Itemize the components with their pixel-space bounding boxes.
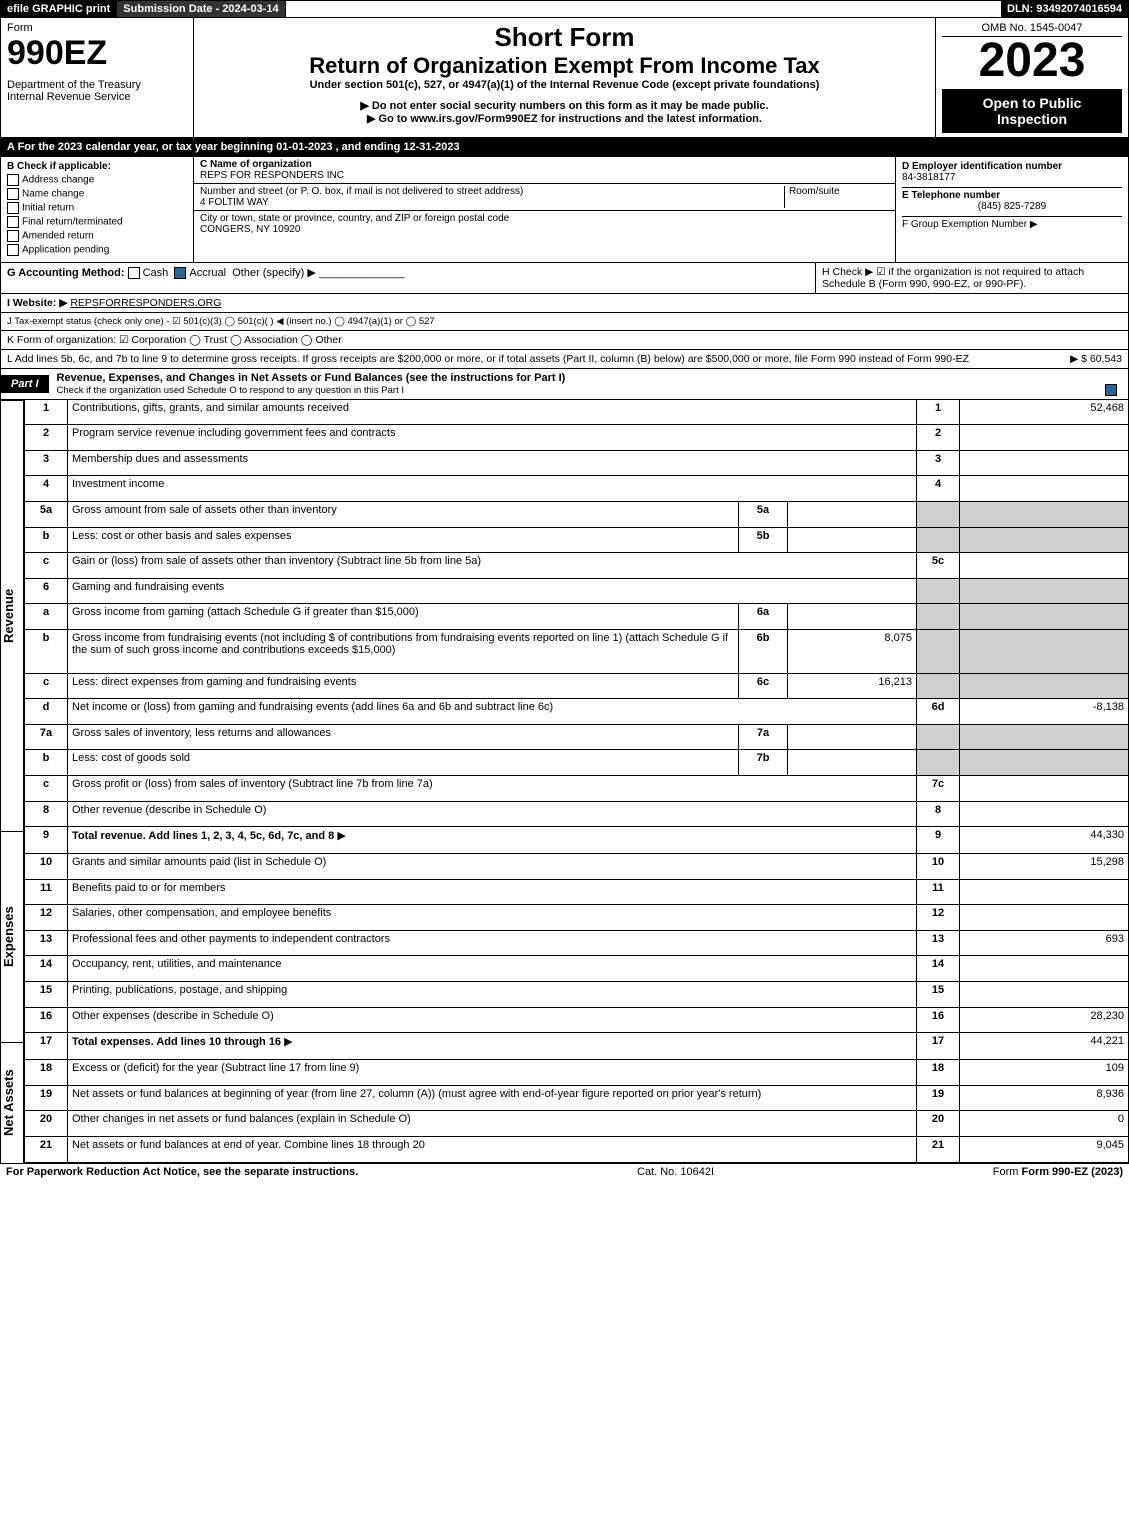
i-label: I Website: ▶ [7,297,67,309]
c-label: C Name of organization [200,159,312,170]
other-method: Other (specify) ▶ [232,267,316,279]
section-b-block: B Check if applicable: Address change Na… [0,157,1129,263]
k-row: K Form of organization: ☑ Corporation ◯ … [0,331,1129,350]
j-row: J Tax-exempt status (check only one) - ☑… [0,313,1129,331]
street-label: Number and street (or P. O. box, if mail… [200,186,523,197]
line-9: 9Total revenue. Add lines 1, 2, 3, 4, 5c… [25,827,1129,854]
line-1: 1Contributions, gifts, grants, and simil… [25,400,1129,425]
check-address-change[interactable]: Address change [7,174,187,186]
part1-label: Part I [1,375,49,393]
lines-container: Revenue Expenses Net Assets 1Contributio… [0,400,1129,1163]
check-amended[interactable]: Amended return [7,230,187,242]
line-4: 4Investment income4 [25,476,1129,502]
submission-date: Submission Date - 2024-03-14 [117,1,285,17]
revenue-sidelabel: Revenue [0,400,24,831]
street-value: 4 FOLTIM WAY [200,197,269,208]
dept-treasury: Department of the Treasury [7,79,187,91]
line-5c: cGain or (loss) from sale of assets othe… [25,553,1129,579]
line-5b: bLess: cost or other basis and sales exp… [25,527,1129,553]
part1-header: Part I Revenue, Expenses, and Changes in… [0,369,1129,400]
efile-print[interactable]: efile GRAPHIC print [1,1,117,17]
top-bar: efile GRAPHIC print Submission Date - 20… [0,0,1129,18]
footer-right: Form Form 990-EZ (2023) [993,1166,1123,1178]
line-7a: 7aGross sales of inventory, less returns… [25,724,1129,750]
line-6d: dNet income or (loss) from gaming and fu… [25,699,1129,725]
schedule-o-check[interactable] [1105,384,1117,396]
expenses-sidelabel: Expenses [0,831,24,1042]
line-20: 20Other changes in net assets or fund ba… [25,1111,1129,1137]
form-number: 990EZ [7,34,187,73]
org-name: REPS FOR RESPONDERS INC [200,170,344,181]
return-title: Return of Organization Exempt From Incom… [200,53,929,79]
form-header: Form 990EZ Department of the Treasury In… [0,18,1129,138]
netassets-sidelabel: Net Assets [0,1042,24,1163]
part1-check-note: Check if the organization used Schedule … [57,385,405,396]
tax-year: 2023 [942,37,1122,85]
line-14: 14Occupancy, rent, utilities, and mainte… [25,956,1129,982]
line-13: 13Professional fees and other payments t… [25,930,1129,956]
line-8: 8Other revenue (describe in Schedule O)8 [25,801,1129,827]
line-6: 6Gaming and fundraising events [25,578,1129,604]
line-21: 21Net assets or fund balances at end of … [25,1137,1129,1163]
footer-mid: Cat. No. 10642I [637,1166,714,1178]
footer-left: For Paperwork Reduction Act Notice, see … [6,1166,358,1178]
line-18: 18Excess or (deficit) for the year (Subt… [25,1060,1129,1086]
line-6c: cLess: direct expenses from gaming and f… [25,673,1129,699]
line-7c: cGross profit or (loss) from sales of in… [25,775,1129,801]
line-5a: 5aGross amount from sale of assets other… [25,502,1129,528]
line-12: 12Salaries, other compensation, and empl… [25,905,1129,931]
line-17: 17Total expenses. Add lines 10 through 1… [25,1033,1129,1060]
room-suite-label: Room/suite [784,186,889,208]
line-15: 15Printing, publications, postage, and s… [25,982,1129,1008]
accrual-checkbox[interactable] [174,267,186,279]
open-to-public: Open to Public Inspection [942,89,1122,133]
lines-table: 1Contributions, gifts, grants, and simil… [24,400,1129,1163]
website-link[interactable]: REPSFORRESPONDERS.ORG [70,297,221,309]
gh-row: G Accounting Method: Cash Accrual Other … [0,263,1129,294]
e-label: E Telephone number [902,187,1122,201]
part1-title: Revenue, Expenses, and Changes in Net As… [57,372,566,384]
check-pending[interactable]: Application pending [7,244,187,256]
subtitle: Under section 501(c), 527, or 4947(a)(1)… [200,79,929,91]
line-2: 2Program service revenue including gover… [25,425,1129,451]
b-heading: B Check if applicable: [7,161,187,172]
l-amount: ▶ $ 60,543 [1070,353,1122,365]
irs-label: Internal Revenue Service [7,91,187,103]
phone-value: (845) 825-7289 [902,201,1122,212]
cash-checkbox[interactable] [128,267,140,279]
city-value: CONGERS, NY 10920 [200,224,300,235]
l-text: L Add lines 5b, 6c, and 7b to line 9 to … [7,353,969,365]
line-7b: bLess: cost of goods sold7b [25,750,1129,776]
l-row: L Add lines 5b, 6c, and 7b to line 9 to … [0,350,1129,369]
check-final-return[interactable]: Final return/terminated [7,216,187,228]
ssn-note: ▶ Do not enter social security numbers o… [200,99,929,112]
line-11: 11Benefits paid to or for members11 [25,879,1129,905]
line-3: 3Membership dues and assessments3 [25,450,1129,476]
form-word: Form [7,22,187,34]
g-label: G Accounting Method: [7,267,125,279]
d-label: D Employer identification number [902,161,1122,172]
line-10: 10Grants and similar amounts paid (list … [25,854,1129,880]
line-16: 16Other expenses (describe in Schedule O… [25,1007,1129,1033]
dln: DLN: 93492074016594 [1001,1,1128,17]
short-form-title: Short Form [200,22,929,53]
city-label: City or town, state or province, country… [200,213,509,224]
ein-value: 84-3818177 [902,172,1122,183]
line-19: 19Net assets or fund balances at beginni… [25,1085,1129,1111]
section-a: A For the 2023 calendar year, or tax yea… [0,138,1129,157]
line-6b: bGross income from fundraising events (n… [25,629,1129,673]
check-initial-return[interactable]: Initial return [7,202,187,214]
check-name-change[interactable]: Name change [7,188,187,200]
i-row: I Website: ▶ REPSFORRESPONDERS.ORG [0,294,1129,313]
page-footer: For Paperwork Reduction Act Notice, see … [0,1163,1129,1180]
goto-note[interactable]: ▶ Go to www.irs.gov/Form990EZ for instru… [200,112,929,125]
line-6a: aGross income from gaming (attach Schedu… [25,604,1129,630]
f-label: F Group Exemption Number ▶ [902,216,1122,230]
h-text: H Check ▶ ☑ if the organization is not r… [816,263,1129,294]
